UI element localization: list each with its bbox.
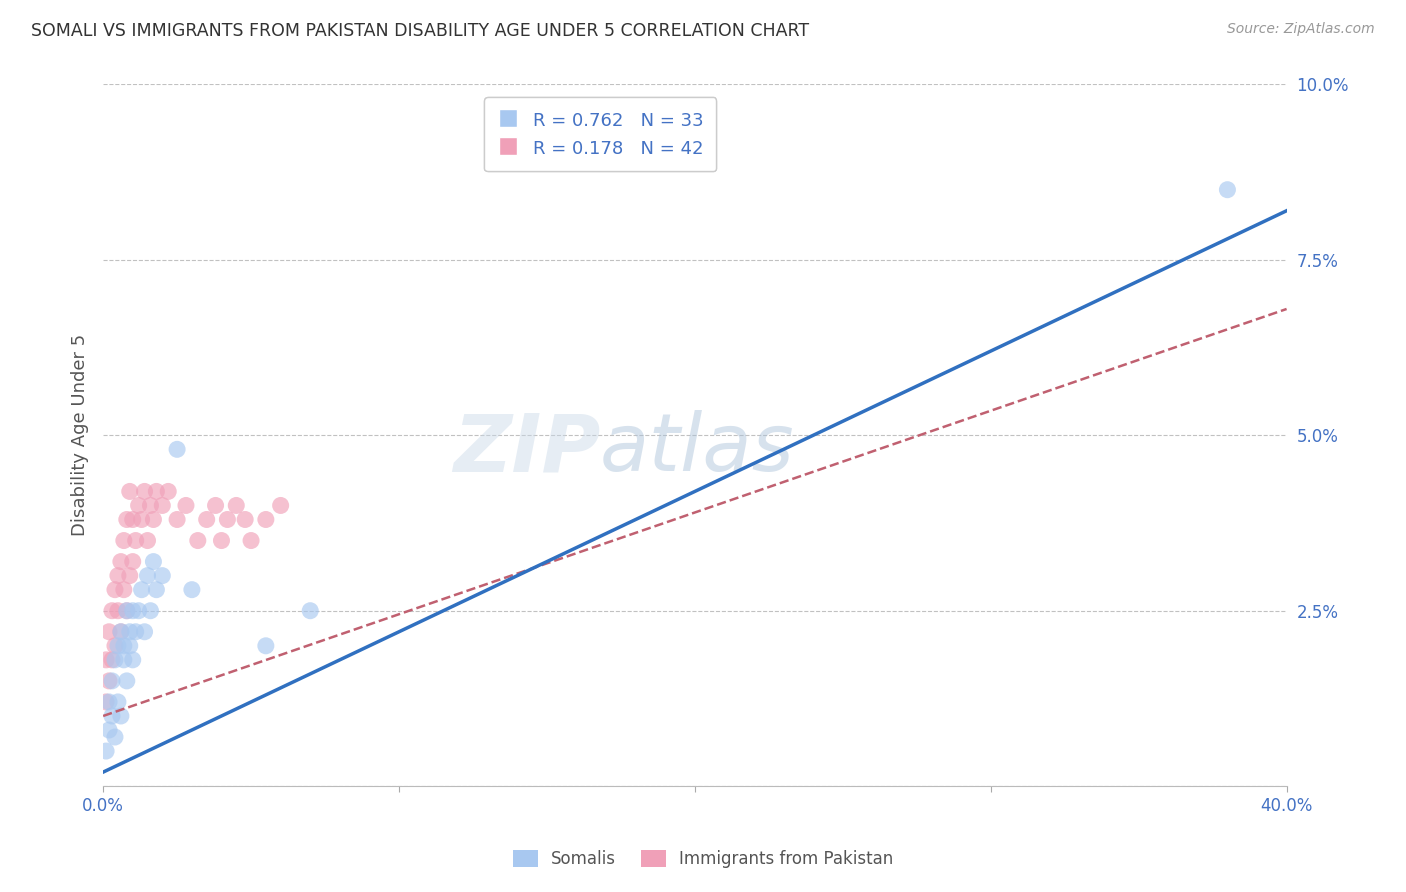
Point (98, 624, 121, 639)
Point (121, 512, 143, 526)
Point (115, 604, 138, 618)
Point (110, 624, 132, 639)
Point (139, 499, 162, 513)
Point (101, 604, 124, 618)
Point (157, 484, 180, 499)
Point (118, 639, 141, 653)
Point (254, 639, 277, 653)
Point (104, 653, 127, 667)
Legend: Somalis, Immigrants from Pakistan: Somalis, Immigrants from Pakistan (506, 843, 900, 875)
Point (195, 512, 218, 526)
Point (101, 673, 124, 688)
Point (233, 512, 256, 526)
Point (299, 604, 322, 618)
Point (150, 568, 173, 582)
Point (131, 582, 153, 597)
Point (204, 499, 226, 513)
Point (107, 568, 129, 582)
Point (174, 499, 197, 513)
Point (134, 624, 156, 639)
Point (150, 499, 173, 513)
Point (139, 604, 162, 618)
Point (110, 555, 132, 569)
Point (94, 695, 117, 709)
Point (94, 744, 117, 758)
Point (107, 695, 129, 709)
Point (134, 484, 156, 499)
Point (225, 499, 247, 513)
Point (101, 653, 124, 667)
Point (136, 533, 159, 548)
Point (124, 533, 146, 548)
Text: Source: ZipAtlas.com: Source: ZipAtlas.com (1227, 22, 1375, 37)
Point (104, 639, 127, 653)
Point (128, 499, 150, 513)
Text: ZIP: ZIP (453, 410, 600, 488)
Point (142, 555, 165, 569)
Point (217, 512, 239, 526)
Y-axis label: Disability Age Under 5: Disability Age Under 5 (72, 334, 89, 536)
Point (136, 568, 159, 582)
Point (211, 533, 233, 548)
Point (254, 512, 277, 526)
Point (112, 533, 135, 548)
Text: atlas: atlas (600, 410, 794, 488)
Point (124, 624, 146, 639)
Point (98, 695, 121, 709)
Point (104, 582, 127, 597)
Point (118, 568, 141, 582)
Point (121, 653, 143, 667)
Point (131, 512, 153, 526)
Point (104, 730, 127, 744)
Point (240, 533, 263, 548)
Point (112, 582, 135, 597)
Point (107, 604, 129, 618)
Point (118, 484, 141, 499)
Text: SOMALI VS IMMIGRANTS FROM PAKISTAN DISABILITY AGE UNDER 5 CORRELATION CHART: SOMALI VS IMMIGRANTS FROM PAKISTAN DISAB… (31, 22, 808, 40)
Point (98, 673, 121, 688)
Point (121, 604, 143, 618)
Point (142, 512, 165, 526)
Point (180, 582, 202, 597)
Point (107, 639, 129, 653)
Point (128, 604, 150, 618)
Point (145, 484, 167, 499)
Point (118, 624, 141, 639)
Point (110, 624, 132, 639)
Point (1216, 183, 1239, 197)
Point (115, 512, 138, 526)
Point (115, 673, 138, 688)
Point (98, 723, 121, 737)
Point (112, 639, 135, 653)
Point (115, 604, 138, 618)
Point (145, 582, 167, 597)
Point (270, 499, 292, 513)
Point (112, 653, 135, 667)
Point (166, 512, 188, 526)
Point (166, 442, 188, 457)
Point (110, 709, 132, 723)
Point (187, 533, 209, 548)
Legend: R = 0.762   N = 33, R = 0.178   N = 42: R = 0.762 N = 33, R = 0.178 N = 42 (484, 97, 716, 171)
Point (94, 653, 117, 667)
Point (121, 555, 143, 569)
Point (101, 709, 124, 723)
